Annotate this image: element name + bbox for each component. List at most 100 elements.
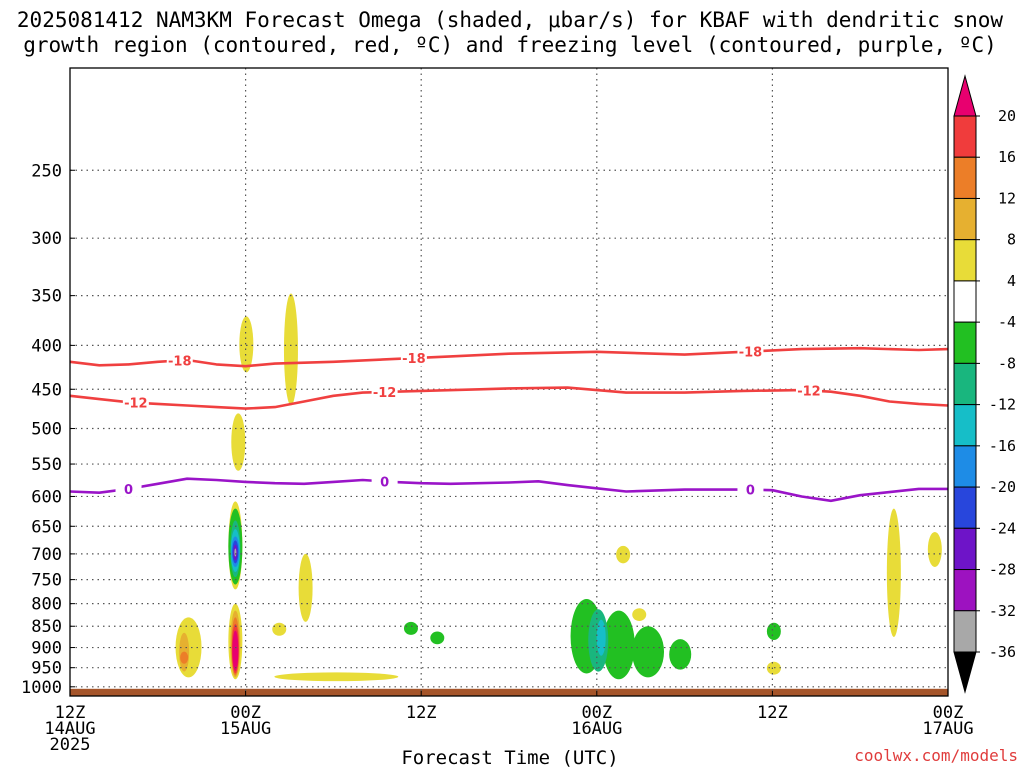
contour-label--18-0: -18 [168,354,192,369]
y-tick-label-600: 600 [31,487,62,507]
colorbar-label-13: -36 [989,643,1016,661]
contour-line--18 [69,346,949,368]
colorbar-top-arrow [953,74,977,117]
omega-region-18 [232,630,239,671]
colorbar-label-8: -16 [989,437,1016,455]
omega-region-22 [616,545,631,564]
colorbar-segment-13 [953,610,977,653]
omega-region-13 [180,651,189,664]
x-tick-label-60-1: 17AUG [922,719,973,739]
omega-region-23 [632,608,647,621]
colorbar-segment-12 [953,569,977,612]
x-axis-label: Forecast Time (UTC) [401,747,618,768]
y-tick-label-800: 800 [31,595,62,615]
colorbar-segment-5 [953,280,977,323]
omega-region-35 [596,619,606,656]
colorbar-label-5: -4 [998,313,1016,331]
omega-region-29 [766,622,781,641]
y-tick-label-300: 300 [31,229,62,249]
colorbar-label-12: -32 [989,602,1016,620]
contour-label-bg--12-2 [795,382,822,399]
contour-label-0-2: 0 [746,484,755,499]
y-tick-label-650: 650 [31,517,62,537]
omega-region-0 [239,316,254,373]
contour-label-0-1: 0 [380,475,389,490]
y-tick-label-900: 900 [31,639,62,659]
contour-label--12-2: -12 [797,385,821,400]
ground-layer [70,688,948,696]
x-tick-label-36-0: 00Z [581,703,612,723]
contour-label--12-0: -12 [124,397,148,412]
contour-line--12 [69,386,949,410]
colorbar-segment-1 [953,115,977,158]
colorbar-segment-4 [953,239,977,282]
y-tick-label-350: 350 [31,287,62,307]
x-tick-label-0-1: 14AUG [44,719,95,739]
omega-region-28 [430,631,445,645]
contour-label-bg--12-1 [371,383,398,400]
contour-label--18-1: -18 [402,352,426,367]
colorbar-segment-7 [953,362,977,406]
omega-region-1 [283,293,298,406]
contour-label--12-1: -12 [373,386,397,401]
y-tick-label-250: 250 [31,161,62,181]
y-tick-label-550: 550 [31,455,62,475]
colorbar-segment-3 [953,197,977,241]
contour-label--18-2: -18 [739,346,763,361]
x-tick-label-12-0: 00Z [230,703,261,723]
omega-region-25 [886,508,901,638]
omega-region-32 [602,610,635,680]
x-tick-label-60-0: 00Z [933,703,964,723]
colorbar-segment-8 [953,404,977,447]
colorbar: 20 16 12 8 4 -4 -8 -12 -16 -20 -24 -28 -32 -36 [953,74,1016,694]
y-tick-label-500: 500 [31,420,62,440]
contour-label-bg-0-1 [371,473,398,490]
credit-text: coolwx.com/models [854,746,1018,765]
colorbar-label-1: 16 [998,148,1016,166]
y-tick-label-400: 400 [31,336,62,356]
plot-area: -18 -18 -18 -12 -12 -12 0 0 0 250 300 350 400 450 500 5… [21,67,974,755]
y-tick-label-1000: 1000 [21,678,62,698]
colorbar-label-10: -24 [989,519,1016,537]
contour-label-bg--18-0 [166,352,193,369]
colorbar-label-0: 20 [998,107,1016,125]
y-tick-label-450: 450 [31,380,62,400]
y-tick-label-700: 700 [31,545,62,565]
colorbar-label-6: -8 [998,354,1016,372]
omega-region-19 [298,553,313,622]
omega-region-20 [272,622,287,636]
plot-frame [69,67,949,697]
contour-label-bg--18-1 [400,350,427,367]
colorbar-label-9: -20 [989,478,1016,496]
y-tick-label-950: 950 [31,659,62,679]
contour-label-bg-0-2 [737,481,764,498]
colorbar-bottom-arrow [953,651,977,694]
x-tick-label-12-1: 15AUG [220,719,271,739]
colorbar-label-2: 12 [998,189,1016,207]
omega-region-21 [274,672,399,682]
colorbar-label-4: 4 [1007,272,1016,290]
colorbar-segment-9 [953,445,977,488]
x-tick-label-0-2: 2025 [50,735,91,755]
contour-label-0-0: 0 [124,483,133,498]
chart-title-line1: 2025081412 NAM3KM Forecast Omega (shaded… [17,8,1004,32]
omega-region-2 [231,413,246,471]
omega-region-30 [669,639,692,670]
colorbar-segment-10 [953,486,977,529]
contour-label-bg--12-0 [122,394,149,411]
contour-line-0 [69,477,948,503]
omega-region-10 [234,548,237,557]
x-tick-label-48-0: 12Z [757,703,788,723]
x-tick-label-36-1: 16AUG [571,719,622,739]
colorbar-label-11: -28 [989,561,1016,579]
y-tick-label-750: 750 [31,571,62,591]
omega-region-27 [403,621,418,635]
contour-label-bg-0-0 [115,480,142,497]
omega-region-26 [927,531,942,567]
omega-region-24 [766,661,781,675]
contour-label-bg--18-2 [737,343,764,360]
colorbar-segment-2 [953,156,977,199]
chart-title-line2: growth region (contoured, red, ºC) and f… [23,33,997,57]
colorbar-segment-6 [953,321,977,364]
